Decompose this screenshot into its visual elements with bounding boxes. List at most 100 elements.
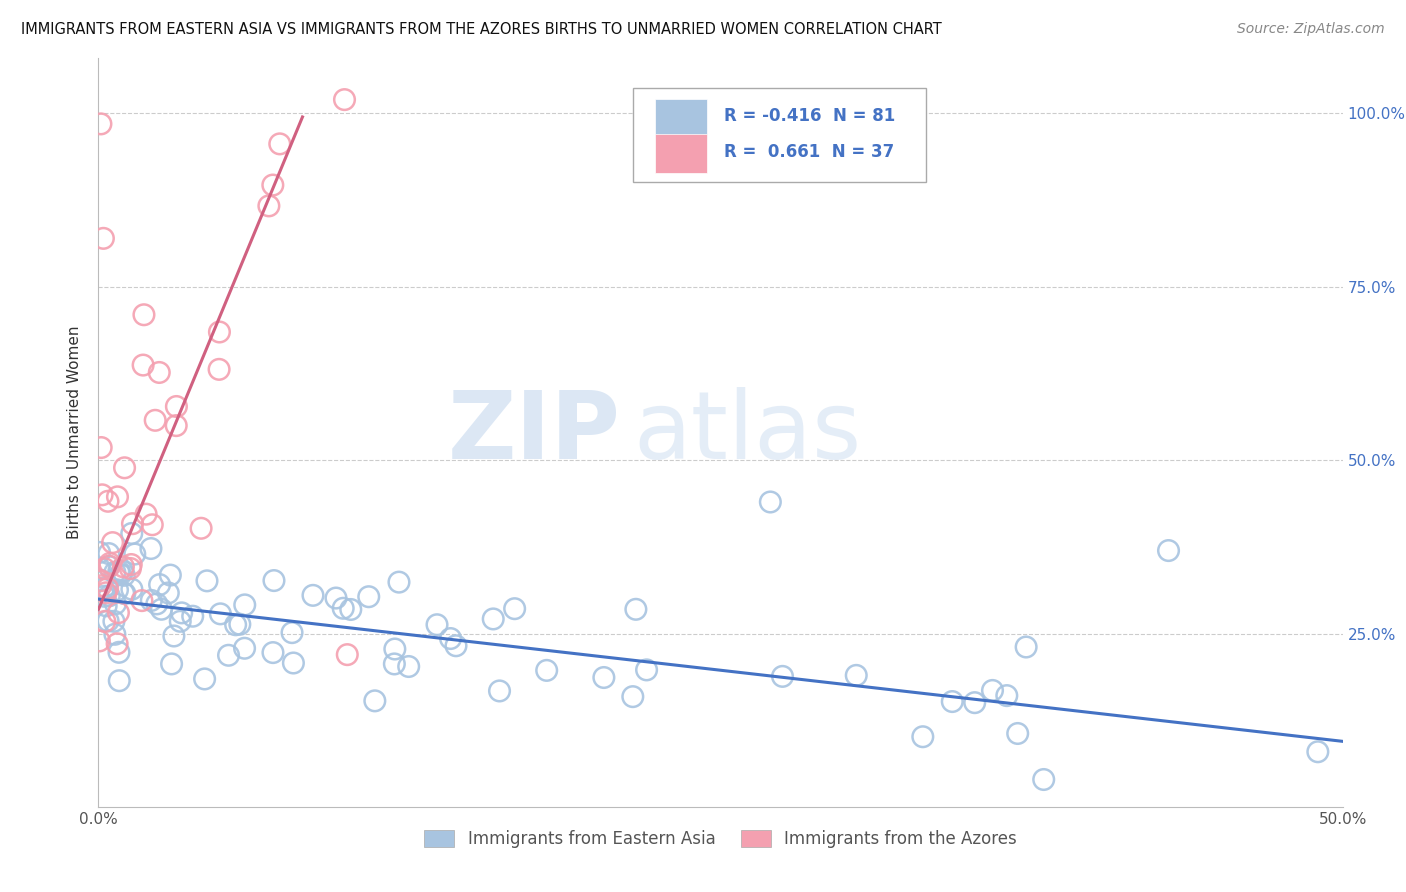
Point: [150, 602, 173, 616]
Point: [97, 614, 120, 628]
Point: [426, 617, 449, 632]
Point: [89, 561, 111, 575]
Point: [159, 568, 181, 582]
Point: [98, 559, 121, 574]
Point: [93, 562, 115, 576]
Point: [281, 625, 304, 640]
Legend: Immigrants from Eastern Asia, Immigrants from the Azores: Immigrants from Eastern Asia, Immigrants…: [418, 823, 1024, 855]
Point: [1157, 543, 1180, 558]
Point: [107, 582, 129, 597]
Point: [759, 495, 782, 509]
Point: [132, 358, 155, 372]
Point: [398, 659, 420, 673]
Point: [104, 597, 127, 611]
Point: [105, 637, 128, 651]
Point: [333, 93, 356, 107]
Point: [97, 547, 120, 561]
Point: [444, 639, 467, 653]
Point: [148, 366, 170, 380]
Point: [97, 494, 120, 508]
Point: [91, 582, 114, 596]
Point: [233, 598, 256, 612]
Point: [120, 558, 142, 572]
Point: [1015, 640, 1038, 654]
FancyBboxPatch shape: [634, 88, 927, 182]
Point: [332, 601, 354, 615]
Point: [981, 683, 1004, 698]
Point: [89, 545, 111, 559]
Point: [170, 606, 193, 620]
Text: atlas: atlas: [634, 386, 862, 479]
Point: [1032, 772, 1054, 787]
Point: [120, 561, 142, 575]
Point: [112, 559, 135, 574]
Point: [262, 178, 284, 192]
Point: [195, 574, 218, 588]
Point: [536, 664, 558, 678]
Point: [194, 672, 217, 686]
Point: [169, 615, 191, 629]
Point: [772, 669, 794, 683]
Y-axis label: Births to Unmarried Women: Births to Unmarried Women: [67, 326, 83, 540]
Point: [257, 199, 280, 213]
Text: Source: ZipAtlas.com: Source: ZipAtlas.com: [1237, 22, 1385, 37]
Point: [364, 694, 387, 708]
Point: [121, 582, 143, 597]
Point: [108, 645, 131, 659]
Point: [94, 615, 117, 629]
Point: [624, 602, 647, 616]
Point: [93, 231, 115, 245]
Point: [233, 641, 256, 656]
Point: [336, 648, 359, 662]
Point: [165, 418, 187, 433]
Point: [636, 663, 658, 677]
Point: [93, 589, 115, 603]
Point: [209, 607, 232, 621]
Point: [121, 516, 143, 531]
Point: [107, 490, 129, 504]
Point: [488, 684, 510, 698]
Point: [114, 586, 136, 600]
Point: [141, 593, 163, 607]
Point: [97, 582, 120, 596]
Point: [157, 586, 180, 600]
Point: [89, 573, 111, 587]
Point: [110, 567, 132, 582]
Point: [208, 325, 231, 339]
Point: [263, 574, 285, 588]
Point: [108, 673, 131, 688]
Point: [103, 615, 125, 629]
Text: ZIP: ZIP: [449, 386, 621, 479]
Point: [90, 574, 112, 588]
Point: [114, 460, 136, 475]
Point: [94, 586, 117, 600]
Point: [845, 668, 868, 682]
Point: [262, 646, 284, 660]
Point: [165, 400, 187, 414]
Point: [111, 564, 134, 578]
Point: [141, 517, 163, 532]
Point: [218, 648, 240, 663]
Point: [146, 597, 169, 611]
Point: [124, 547, 146, 561]
Point: [225, 617, 247, 632]
Point: [190, 521, 212, 535]
Point: [388, 575, 411, 590]
Point: [1007, 726, 1029, 740]
Point: [139, 541, 162, 556]
Point: [90, 441, 112, 455]
Point: [135, 507, 157, 521]
Point: [90, 579, 112, 593]
Point: [325, 591, 347, 605]
Point: [503, 601, 526, 615]
Point: [143, 413, 166, 427]
Point: [89, 634, 111, 648]
Point: [112, 568, 135, 582]
Point: [911, 730, 934, 744]
Point: [98, 557, 121, 571]
Point: [283, 656, 305, 670]
Point: [995, 689, 1018, 703]
Point: [107, 606, 129, 620]
Point: [382, 657, 405, 671]
Point: [208, 362, 231, 376]
